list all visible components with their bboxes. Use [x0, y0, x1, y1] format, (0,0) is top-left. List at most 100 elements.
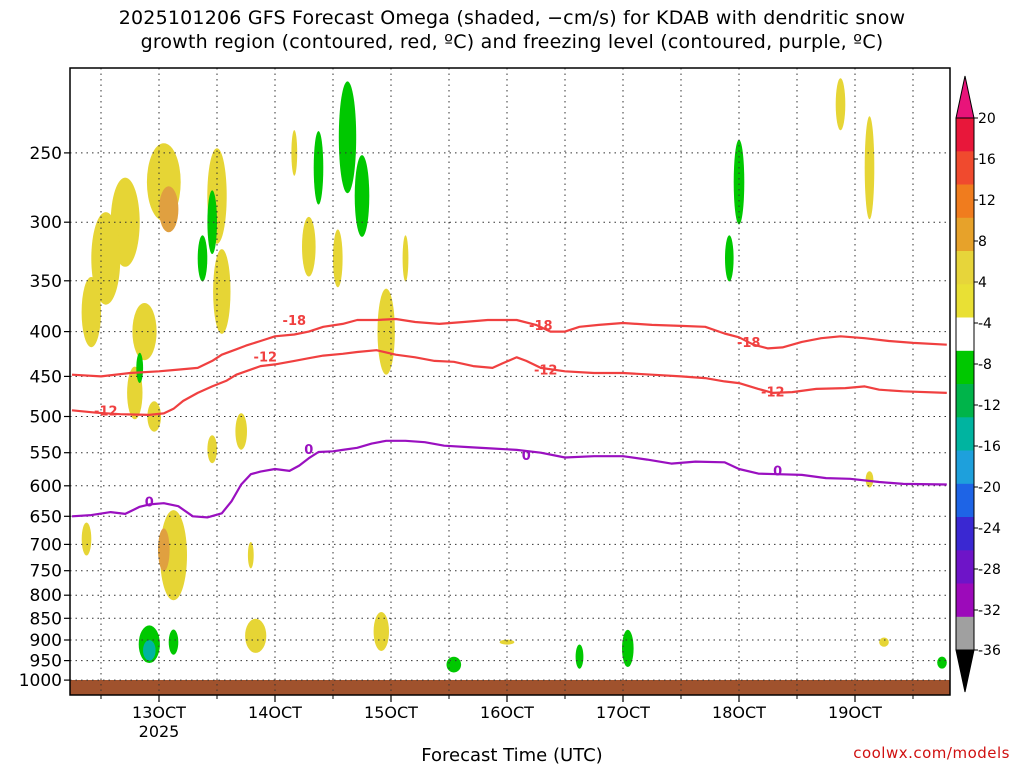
contour-label-0: 0 — [304, 443, 313, 458]
y-tick-label: 700 — [30, 535, 62, 555]
y-tick-label: 600 — [30, 477, 62, 497]
omega-blob — [132, 303, 157, 361]
omega-blob — [147, 401, 161, 432]
omega-blob — [136, 352, 144, 383]
colorbar-label: -24 — [978, 521, 1001, 537]
colorbar-label: 8 — [978, 234, 987, 250]
contour-label--12: -12 — [534, 364, 558, 379]
y-tick-label: 250 — [30, 144, 62, 164]
x-tick-label: 19OCT — [828, 703, 882, 722]
colorbar-label: -16 — [978, 439, 1001, 455]
x-tick-label: 14OCT — [248, 703, 302, 722]
colorbar-swatch — [956, 450, 974, 485]
colorbar-swatch — [956, 284, 974, 319]
colorbar-label: -28 — [978, 562, 1001, 578]
colorbar-top-arrow — [955, 75, 975, 119]
contour-line-0 — [71, 439, 947, 519]
contour-label--18: -18 — [737, 336, 761, 351]
omega-blob — [247, 542, 254, 569]
colorbar-swatch — [956, 151, 974, 186]
omega-blob — [622, 629, 634, 668]
omega-shading — [81, 78, 947, 673]
colorbar-swatch — [956, 417, 974, 452]
colorbar-swatch — [956, 517, 974, 551]
y-tick-label: 500 — [30, 408, 62, 428]
omega-blob — [725, 235, 734, 282]
omega-blob — [143, 640, 156, 661]
colorbar-label: -20 — [978, 480, 1001, 496]
contour-line--18 — [71, 317, 947, 378]
colorbar-swatch — [956, 217, 974, 252]
colorbar-label: 16 — [978, 152, 996, 168]
y-tick-label: 900 — [30, 631, 62, 651]
y-tick-label: 950 — [30, 652, 62, 672]
omega-blob — [879, 637, 889, 647]
plot-area — [70, 68, 950, 695]
omega-blob — [291, 130, 298, 176]
omega-blob — [937, 656, 947, 669]
contour-label--18: -18 — [283, 314, 307, 329]
y-tick-label: 450 — [30, 367, 62, 387]
colorbar-swatch — [956, 483, 974, 518]
ground-band — [70, 680, 950, 695]
omega-blob — [235, 413, 247, 450]
contour-line--12 — [71, 349, 947, 416]
omega-blob — [377, 288, 395, 375]
site-credit: coolwx.com/models — [853, 744, 1010, 762]
contour-label-0: 0 — [773, 464, 782, 479]
contour-label--12: -12 — [94, 404, 118, 419]
colorbar-label: -32 — [978, 603, 1001, 619]
omega-blob — [575, 644, 584, 669]
omega-blob — [354, 155, 370, 237]
colorbar-swatch — [956, 251, 974, 285]
omega-blob — [302, 216, 316, 277]
colorbar: 20 16 12 8 4 -4 -8 -12 -16 -20 -24 -28 -32 -36 — [955, 75, 1001, 693]
colorbar-swatch — [956, 583, 974, 618]
y-tick-label: 800 — [30, 586, 62, 606]
x-tick-label: 17OCT — [596, 703, 650, 722]
contour-label--12: -12 — [254, 351, 278, 366]
colorbar-swatch — [956, 350, 974, 385]
y-tick-label: 850 — [30, 609, 62, 629]
colorbar-swatch — [956, 550, 974, 585]
y-tick-label: 650 — [30, 507, 62, 527]
x-tick-label: 18OCT — [712, 703, 766, 722]
colorbar-swatch — [956, 317, 974, 352]
contour-label-0: 0 — [145, 495, 154, 510]
x-tick-label: 15OCT — [364, 703, 418, 722]
omega-blob — [373, 612, 389, 651]
colorbar-swatch — [956, 384, 974, 418]
omega-blob — [333, 229, 343, 288]
plot-background — [70, 68, 950, 695]
y-axis: 2503003504004505005506006507007508008509… — [19, 144, 70, 691]
y-tick-label: 750 — [30, 562, 62, 582]
omega-blob — [81, 522, 92, 556]
omega-blob — [213, 249, 231, 334]
plot-frame — [69, 67, 951, 696]
x-tick-sublabel: 2025 — [139, 722, 180, 741]
y-tick-label: 350 — [30, 272, 62, 292]
omega-blob — [197, 235, 208, 282]
colorbar-label: 4 — [978, 275, 987, 291]
omega-blob — [245, 618, 267, 653]
omega-blob — [733, 139, 745, 225]
omega-blob — [207, 435, 217, 464]
omega-blob — [158, 528, 170, 572]
x-tick-label: 16OCT — [480, 703, 534, 722]
omega-blob — [402, 235, 409, 282]
ground-surface — [70, 680, 950, 695]
y-tick-label: 550 — [30, 444, 62, 464]
contour-label--18: -18 — [529, 319, 553, 334]
chart-title-line-1: 2025101206 GFS Forecast Omega (shaded, −… — [118, 7, 906, 29]
contour-labels: -18 -18 -18 -12 -12 -12 -12 0 0 0 0 — [94, 314, 784, 510]
colorbar-swatch — [956, 616, 974, 651]
omega-blob — [168, 629, 179, 655]
y-tick-label: 400 — [30, 323, 62, 343]
omega-blob — [446, 656, 462, 673]
colorbar-swatch — [956, 184, 974, 219]
colorbar-label: -8 — [978, 357, 992, 373]
chart-title-line-2: growth region (contoured, red, ºC) and f… — [140, 31, 884, 53]
colorbar-label: -12 — [978, 398, 1001, 414]
